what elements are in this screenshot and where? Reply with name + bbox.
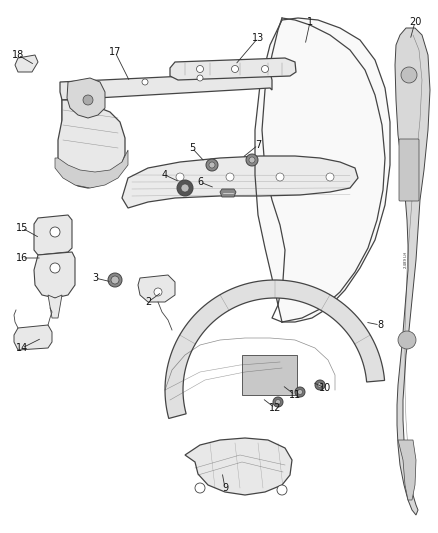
Circle shape xyxy=(398,331,416,349)
Circle shape xyxy=(197,75,203,81)
Text: 5: 5 xyxy=(189,143,195,153)
Circle shape xyxy=(276,400,280,405)
Polygon shape xyxy=(395,28,430,515)
Polygon shape xyxy=(165,280,385,418)
Polygon shape xyxy=(55,150,128,188)
Polygon shape xyxy=(67,78,105,118)
Circle shape xyxy=(209,162,215,168)
Circle shape xyxy=(195,483,205,493)
Polygon shape xyxy=(15,55,38,72)
Circle shape xyxy=(295,387,305,397)
FancyBboxPatch shape xyxy=(399,139,419,201)
Text: 11: 11 xyxy=(289,390,301,400)
Circle shape xyxy=(85,85,91,91)
Text: 1: 1 xyxy=(307,17,313,27)
Text: 14: 14 xyxy=(16,343,28,353)
Circle shape xyxy=(83,95,93,105)
Text: 10: 10 xyxy=(319,383,331,393)
Circle shape xyxy=(142,79,148,85)
Circle shape xyxy=(273,397,283,407)
Polygon shape xyxy=(62,82,98,165)
Text: 17: 17 xyxy=(109,47,121,57)
Text: 7: 7 xyxy=(255,140,261,150)
Circle shape xyxy=(50,263,60,273)
Polygon shape xyxy=(58,100,125,188)
Circle shape xyxy=(108,273,122,287)
Circle shape xyxy=(277,485,287,495)
Text: 6: 6 xyxy=(197,177,203,187)
Circle shape xyxy=(249,157,255,163)
Text: 8: 8 xyxy=(377,320,383,330)
Circle shape xyxy=(315,380,325,390)
Polygon shape xyxy=(170,58,296,80)
Circle shape xyxy=(276,173,284,181)
Circle shape xyxy=(297,390,303,394)
Text: 2: 2 xyxy=(145,297,151,307)
Text: 9: 9 xyxy=(222,483,228,493)
Text: 15: 15 xyxy=(16,223,28,233)
Bar xyxy=(242,355,297,395)
Circle shape xyxy=(111,276,119,284)
Polygon shape xyxy=(255,18,390,322)
Polygon shape xyxy=(60,72,272,100)
Polygon shape xyxy=(138,275,175,302)
Polygon shape xyxy=(398,440,416,500)
Circle shape xyxy=(177,180,193,196)
Circle shape xyxy=(50,227,60,237)
Circle shape xyxy=(261,66,268,72)
Text: 3: 3 xyxy=(92,273,98,283)
Polygon shape xyxy=(185,438,292,495)
Polygon shape xyxy=(34,252,75,298)
Circle shape xyxy=(154,288,162,296)
Circle shape xyxy=(401,67,417,83)
Circle shape xyxy=(197,66,204,72)
Text: 18: 18 xyxy=(12,50,24,60)
Circle shape xyxy=(206,159,218,171)
Circle shape xyxy=(226,173,234,181)
Polygon shape xyxy=(34,215,72,255)
Circle shape xyxy=(176,173,184,181)
Circle shape xyxy=(246,154,258,166)
Text: 16: 16 xyxy=(16,253,28,263)
Polygon shape xyxy=(122,156,358,208)
Text: 2489 LH: 2489 LH xyxy=(404,252,408,268)
Polygon shape xyxy=(220,189,236,197)
Circle shape xyxy=(232,66,239,72)
Text: 12: 12 xyxy=(269,403,281,413)
Circle shape xyxy=(318,383,322,387)
Text: 20: 20 xyxy=(409,17,421,27)
Circle shape xyxy=(181,184,189,192)
Polygon shape xyxy=(14,325,52,350)
Circle shape xyxy=(326,173,334,181)
Text: 4: 4 xyxy=(162,170,168,180)
Polygon shape xyxy=(48,295,62,318)
Text: 13: 13 xyxy=(252,33,264,43)
